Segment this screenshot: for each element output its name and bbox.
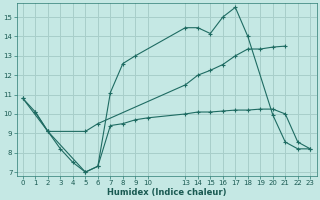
X-axis label: Humidex (Indice chaleur): Humidex (Indice chaleur): [107, 188, 226, 197]
